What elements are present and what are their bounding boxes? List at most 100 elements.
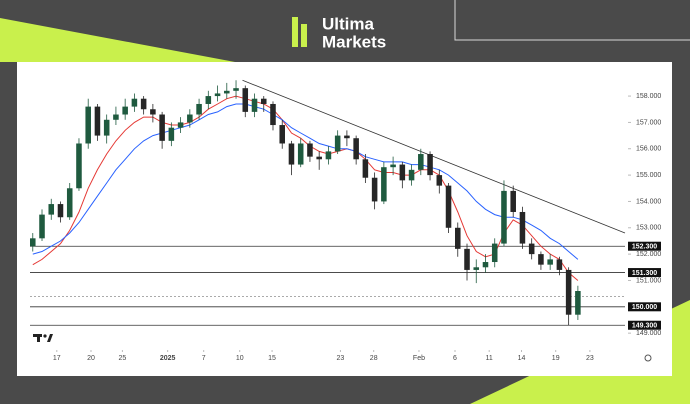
candle-body [297,143,304,165]
candle-body [344,135,350,139]
candle-body [187,114,193,123]
candle-body [242,88,249,112]
x-tick-label: 20 [87,355,95,362]
candle-body [316,156,322,160]
candle-body [528,243,535,255]
candle-body [307,143,313,157]
y-tick-label: 154.000 [636,198,661,205]
y-tick-label: 152.000 [636,251,661,258]
candle-body [575,291,581,315]
candle-body [113,114,119,120]
candle-body [76,143,82,189]
logo-part [47,334,53,342]
level-tag [628,302,661,312]
logo-part [43,334,47,338]
x-tick-label: 25 [118,355,126,362]
candle-body [519,211,526,244]
candle-body [168,127,175,141]
x-tick-label: 28 [370,355,378,362]
trend-line [242,79,626,234]
settings-icon[interactable] [644,354,652,362]
candle-body [547,259,553,265]
level-tag-label: 150.000 [632,304,657,311]
logo-part [37,334,40,342]
y-tick-label: 158.000 [636,93,661,100]
x-tick-label: 10 [236,355,244,362]
candle-body [233,88,239,91]
candle-body [501,190,507,244]
candle-body [85,106,91,144]
x-tick-label: Feb [413,355,425,362]
candle-body [455,227,461,249]
candle-body [353,138,359,160]
candle-body [66,188,73,218]
candle-body [565,269,572,315]
chart-panel [17,62,672,376]
candle-body [288,143,295,165]
candle-body [464,248,470,270]
level-tag-label: 152.300 [632,244,657,251]
candle-body [122,106,128,115]
candle-body [196,103,202,115]
level-tag [628,320,661,330]
level-tag-label: 151.300 [632,270,657,277]
y-tick-label: 156.000 [636,146,661,153]
candle-body [214,93,221,97]
candle-body [482,262,489,268]
candle-body [260,98,267,104]
level-tag [628,268,661,278]
frame-lines [454,0,690,41]
y-tick-label: 151.000 [636,277,661,284]
level-tag-label: 149.300 [632,323,657,330]
logo-bar [301,24,307,47]
x-tick-label: 23 [586,355,594,362]
brand-line1: Ultima [322,14,375,33]
y-tick-label: 153.000 [636,225,661,232]
candle-body [177,122,184,128]
candle-body [510,190,516,212]
candle-body [408,169,415,181]
candle-body [390,164,396,168]
x-tick-label: 17 [53,355,61,362]
candle-body [445,185,452,228]
brand-line2: Markets [322,32,386,51]
candle-body [224,90,230,94]
candle-body [427,154,433,176]
candle-body [205,96,212,104]
candle-body [94,106,101,136]
candle-body [334,135,341,152]
x-tick-label: 14 [518,355,526,362]
tv-logo [33,334,53,342]
candle-body [325,151,332,160]
plot: 158.000 157.000 156.000 155.000 154.000 153.0… [30,79,661,362]
ma-line [32,95,579,281]
candle-body [57,204,64,218]
x-tick-label: 7 [202,355,206,362]
x-tick-label: 11 [486,355,493,362]
level-tag [628,241,661,251]
candle-body [131,98,138,107]
candle-body [103,119,110,136]
candle-body [399,164,406,181]
candle-body [140,98,147,110]
x-tick-label: 6 [453,355,457,362]
brand-logo: Ultima Markets [292,14,386,51]
accent-top [0,18,235,62]
candle-body [48,204,55,215]
x-tick-label: 19 [552,355,560,362]
y-tick-label: 149.000 [636,330,661,337]
candle-body [150,109,156,115]
y-tick-label: 157.000 [636,119,661,126]
candle-body [381,167,387,202]
candle-body [270,103,276,126]
candle-body [436,175,443,186]
candle-body [556,259,563,270]
candle-body [159,114,165,141]
x-tick-label: 23 [337,355,345,362]
candle-body [251,98,258,112]
logo-bar [292,17,298,47]
candle-body [473,267,480,270]
candle-body [279,125,285,144]
